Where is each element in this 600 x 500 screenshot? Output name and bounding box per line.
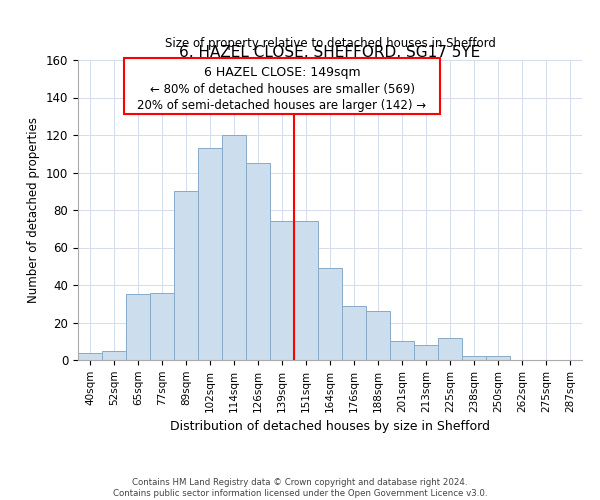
Bar <box>150 292 174 360</box>
Bar <box>222 135 246 360</box>
Bar <box>438 338 462 360</box>
Y-axis label: Number of detached properties: Number of detached properties <box>28 117 40 303</box>
Bar <box>414 345 438 360</box>
Bar <box>174 191 198 360</box>
Bar <box>294 221 318 360</box>
Text: Contains HM Land Registry data © Crown copyright and database right 2024.
Contai: Contains HM Land Registry data © Crown c… <box>113 478 487 498</box>
Bar <box>390 341 414 360</box>
Text: 6 HAZEL CLOSE: 149sqm: 6 HAZEL CLOSE: 149sqm <box>203 66 361 78</box>
Bar <box>270 221 294 360</box>
Bar <box>462 356 486 360</box>
Text: Size of property relative to detached houses in Shefford: Size of property relative to detached ho… <box>164 38 496 51</box>
Bar <box>318 268 342 360</box>
Bar <box>246 163 270 360</box>
Text: ← 80% of detached houses are smaller (569): ← 80% of detached houses are smaller (56… <box>149 82 415 96</box>
Text: 20% of semi-detached houses are larger (142) →: 20% of semi-detached houses are larger (… <box>137 100 427 112</box>
Bar <box>102 350 126 360</box>
Bar <box>486 356 510 360</box>
Bar <box>342 306 366 360</box>
Bar <box>126 294 150 360</box>
Bar <box>366 311 390 360</box>
FancyBboxPatch shape <box>124 58 440 114</box>
X-axis label: Distribution of detached houses by size in Shefford: Distribution of detached houses by size … <box>170 420 490 433</box>
Title: 6, HAZEL CLOSE, SHEFFORD, SG17 5YE: 6, HAZEL CLOSE, SHEFFORD, SG17 5YE <box>179 45 481 60</box>
Bar <box>198 148 222 360</box>
Bar <box>78 352 102 360</box>
